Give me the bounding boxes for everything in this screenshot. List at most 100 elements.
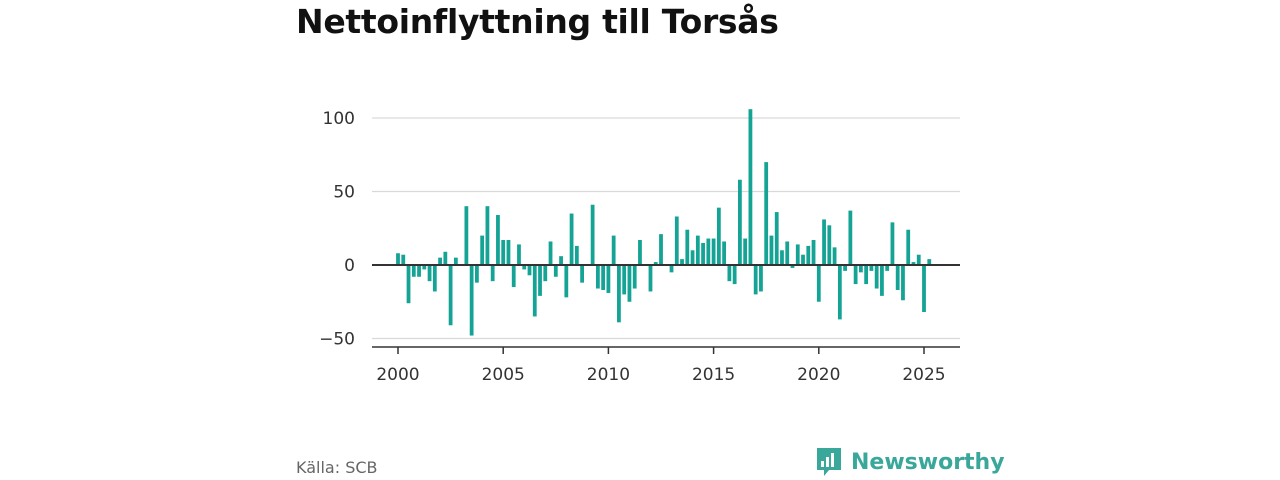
chart-title: Nettoinflyttning till Torsås — [296, 2, 779, 41]
bar — [543, 265, 548, 282]
bar — [443, 251, 448, 265]
bar — [853, 265, 858, 285]
bar — [843, 265, 847, 271]
bar — [406, 265, 411, 304]
bar — [659, 234, 663, 265]
bar — [906, 229, 911, 265]
bar — [638, 240, 642, 265]
gridlines — [372, 117, 960, 340]
bar — [827, 225, 832, 265]
bar — [590, 204, 595, 265]
bar — [422, 265, 427, 270]
bar — [790, 265, 795, 268]
bar — [811, 240, 816, 265]
bar — [448, 265, 453, 326]
bar — [848, 210, 853, 265]
bar — [527, 265, 532, 276]
bars — [396, 109, 932, 336]
bar — [916, 254, 921, 265]
bar — [548, 241, 553, 265]
bar — [774, 212, 779, 265]
y-tick-label: −50 — [319, 330, 355, 350]
y-tick-label: 100 — [323, 109, 355, 129]
bar — [617, 265, 621, 323]
x-axis-ticks: 2000 2005 2010 2015 2020 2025 — [376, 347, 946, 385]
bar — [506, 240, 511, 265]
bar — [411, 265, 416, 277]
bar — [438, 257, 442, 265]
bar — [553, 265, 558, 277]
x-tick-label: 2010 — [587, 365, 630, 385]
bar — [927, 259, 932, 265]
y-tick-label: 0 — [344, 256, 355, 276]
bar — [901, 265, 905, 301]
bar — [453, 257, 458, 265]
y-axis-tick-labels: −50 0 50 100 — [319, 109, 355, 350]
bar — [822, 219, 826, 265]
bar — [690, 250, 695, 265]
x-tick-label: 2020 — [797, 365, 840, 385]
bar — [669, 265, 674, 273]
bar — [922, 265, 926, 313]
x-tick-label: 2015 — [692, 365, 735, 385]
bar — [743, 238, 748, 265]
bar — [485, 206, 490, 265]
bar — [580, 265, 584, 283]
bar — [701, 242, 705, 265]
bar — [890, 222, 895, 265]
bar — [716, 207, 721, 265]
bar — [785, 241, 790, 265]
bar — [511, 265, 516, 288]
bar — [769, 235, 774, 265]
bar — [464, 206, 469, 265]
brand-logo: Newsworthy — [815, 446, 1005, 478]
bar — [706, 238, 711, 265]
bar — [538, 265, 542, 296]
bar — [764, 162, 769, 265]
bar — [632, 265, 637, 289]
bar — [432, 265, 437, 292]
brand-name: Newsworthy — [851, 449, 1005, 475]
bar — [532, 265, 537, 317]
bar — [837, 265, 842, 320]
bar — [806, 245, 811, 265]
bar — [680, 259, 684, 265]
bar — [622, 265, 627, 295]
bar — [627, 265, 632, 302]
bar — [738, 179, 742, 265]
bar — [606, 265, 611, 293]
bar — [674, 216, 679, 265]
bar — [574, 245, 579, 265]
bar — [722, 241, 727, 265]
bar — [401, 254, 406, 265]
bar — [832, 247, 837, 265]
bar — [653, 262, 658, 265]
bar — [801, 254, 805, 265]
bar — [611, 235, 616, 265]
source-label: Källa: SCB — [296, 458, 378, 477]
bar — [522, 265, 527, 270]
x-tick-label: 2005 — [482, 365, 525, 385]
bar — [795, 244, 800, 265]
bar — [559, 256, 563, 265]
bar — [753, 265, 758, 295]
bar — [695, 235, 700, 265]
bar — [711, 238, 716, 265]
bar — [759, 265, 763, 292]
bar — [517, 244, 521, 265]
bar — [748, 109, 753, 266]
bar — [601, 265, 606, 290]
bar — [496, 215, 500, 265]
bar — [874, 265, 879, 289]
bar — [475, 265, 479, 283]
bar — [469, 265, 474, 336]
newsworthy-logo-icon — [817, 448, 841, 476]
bar — [880, 265, 884, 296]
bar — [396, 253, 400, 265]
bar — [727, 265, 732, 282]
bar — [501, 240, 506, 265]
bar — [685, 229, 690, 265]
bar — [564, 265, 569, 298]
axes — [372, 264, 960, 348]
x-tick-label: 2025 — [902, 365, 945, 385]
